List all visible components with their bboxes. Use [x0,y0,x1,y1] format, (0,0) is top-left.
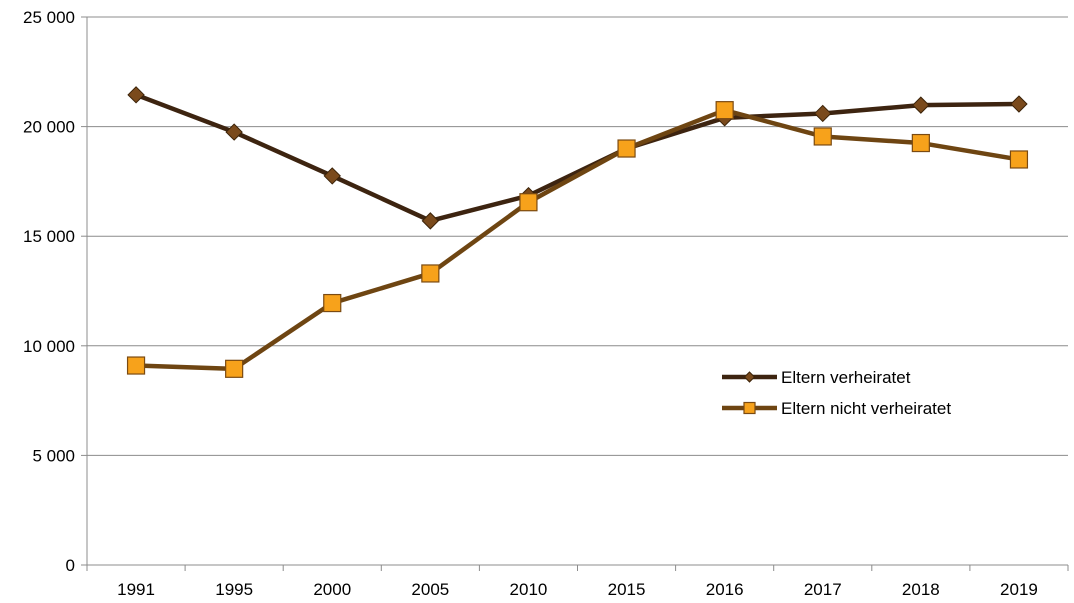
series-line-1 [133,107,1022,372]
legend-label-0: Eltern verheiratet [781,368,911,387]
data-point-1-9 [1009,150,1029,169]
data-point-0-8 [912,96,930,114]
x-tick-label: 2010 [510,580,548,599]
x-tick-label: 2005 [411,580,449,599]
data-point-1-0 [126,356,146,375]
data-point-0-1 [225,123,243,141]
x-tick-label: 2000 [313,580,351,599]
data-point-1-8 [911,133,930,153]
y-tick-label: 15 000 [23,227,75,246]
x-tick-label: 1995 [215,580,253,599]
y-tick-label: 0 [66,556,75,575]
series-group [126,86,1029,378]
y-tick-label: 10 000 [23,337,75,356]
legend-item-1: Eltern nicht verheiratet [722,399,951,418]
series-1 [126,101,1029,378]
data-point-0-9 [1010,95,1028,113]
y-tick-label: 20 000 [23,118,75,137]
x-tick-label: 2017 [804,580,842,599]
data-point-1-4 [519,193,538,212]
x-tick-label: 2016 [706,580,744,599]
data-point-0-2 [323,167,341,185]
data-point-1-6 [715,101,734,120]
x-tick-label: 2018 [902,580,940,599]
gridlines [87,16,1068,456]
legend-marker-0 [743,371,756,383]
x-tick-label: 2015 [608,580,646,599]
legend-marker-1 [743,401,756,415]
axes: 0 5 000 10 000 15 000 20 000 25 000 1991 1995 20… [23,8,1069,599]
y-tick-label: 5 000 [32,446,75,465]
data-point-1-1 [225,359,244,378]
legend: Eltern verheiratet Eltern nicht verheirat… [722,368,951,418]
legend-item-0: Eltern verheiratet [722,368,911,387]
data-point-0-7 [814,104,832,123]
y-tick-label: 25 000 [23,8,75,27]
data-point-0-3 [421,212,440,230]
legend-label-1: Eltern nicht verheiratet [781,399,951,418]
data-point-0-0 [127,86,145,104]
x-tick-label: 1991 [117,580,155,599]
data-point-1-3 [421,264,440,283]
series-0 [127,86,1028,230]
x-tick-label: 2019 [1000,580,1038,599]
data-point-1-7 [813,127,832,146]
data-point-1-5 [617,139,636,158]
series-line-0 [133,92,1022,224]
data-point-1-2 [323,293,342,313]
